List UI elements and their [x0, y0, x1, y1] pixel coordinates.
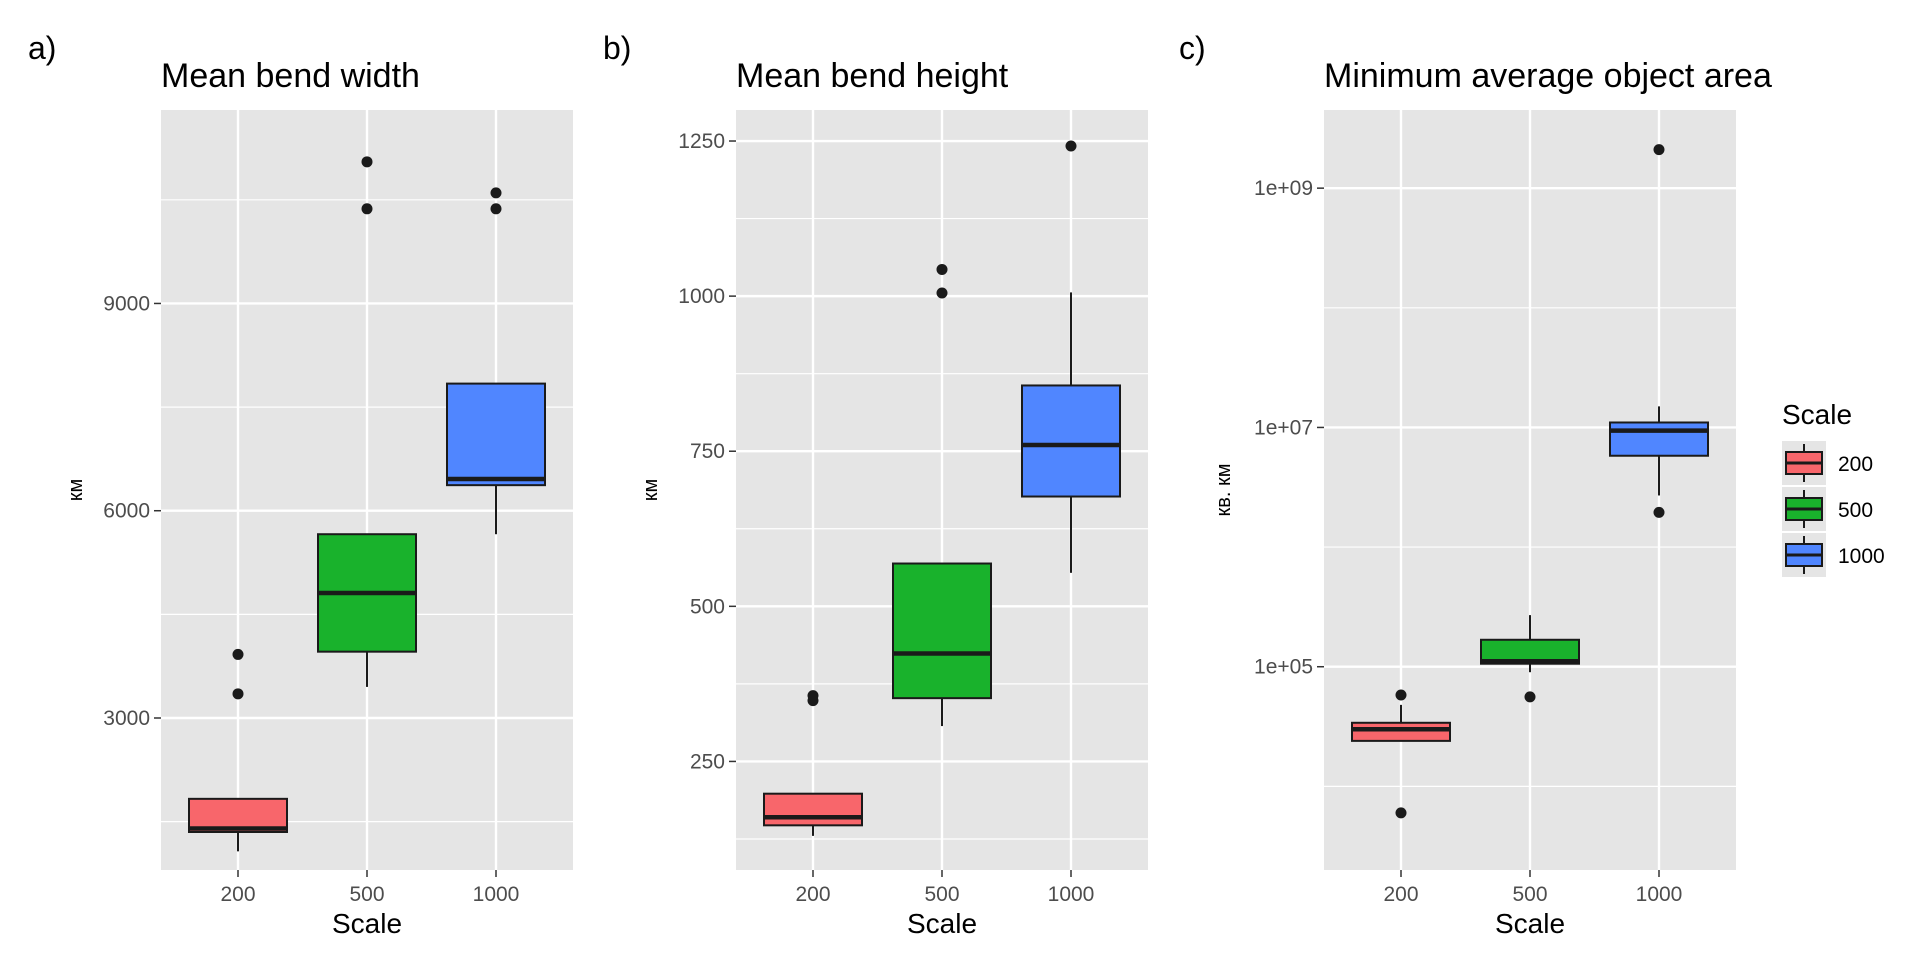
chart-title: Minimum average object area — [1324, 57, 1772, 95]
boxes — [1351, 144, 1709, 819]
x-tick-label: 500 — [924, 883, 959, 906]
panel-tag: a) — [28, 30, 56, 66]
outlier-point — [490, 187, 502, 199]
legend-label: 1000 — [1838, 545, 1885, 568]
boxes — [188, 156, 546, 852]
outlier-point — [1395, 807, 1407, 819]
chart-title: Mean bend width — [161, 57, 420, 95]
outlier-point — [232, 688, 244, 700]
box-200 — [1351, 689, 1451, 819]
box-500 — [317, 156, 417, 687]
outlier-point — [490, 203, 502, 215]
x-tick-label: 200 — [795, 883, 830, 906]
panel-tag: b) — [603, 30, 631, 66]
legend-title: Scale — [1782, 399, 1852, 430]
y-tick-label: 1e+05 — [1254, 656, 1313, 679]
box-500 — [1480, 615, 1580, 703]
panel-mean-bend-height: b) Mean bend height 250 500 750 1000 1250 200… — [603, 30, 1148, 939]
legend: Scale 200 500 1000 — [1782, 399, 1885, 577]
x-tick-label: 500 — [349, 883, 384, 906]
ticks: 1e+05 1e+07 1e+09 200 500 1000 — [1254, 177, 1682, 906]
box-iqr — [1480, 638, 1580, 665]
legend-item-200: 200 — [1782, 441, 1873, 485]
box-1000 — [1609, 144, 1709, 518]
panel-mean-bend-width: a) Mean bend width 3000 6000 9000 200 500 100… — [28, 30, 573, 939]
outlier-point — [1524, 691, 1536, 703]
box-iqr — [1609, 421, 1709, 457]
box-200 — [763, 690, 863, 836]
legend-label: 200 — [1838, 453, 1873, 476]
legend-item-500: 500 — [1782, 487, 1873, 531]
y-tick-label: 750 — [690, 440, 725, 463]
y-tick-label: 250 — [690, 750, 725, 773]
legend-label: 500 — [1838, 499, 1873, 522]
x-tick-label: 1000 — [473, 883, 520, 906]
x-tick-label: 1000 — [1048, 883, 1095, 906]
box-1000 — [1021, 140, 1121, 573]
y-tick-label: 1e+07 — [1254, 416, 1313, 439]
ticks: 3000 6000 9000 200 500 1000 — [103, 292, 519, 906]
legend-item-1000: 1000 — [1782, 533, 1885, 577]
y-tick-label: 1e+09 — [1254, 177, 1313, 200]
x-axis-title: Scale — [907, 908, 977, 939]
y-tick-label: 1250 — [678, 130, 725, 153]
legend-keys: 200 500 1000 — [1782, 441, 1885, 577]
x-tick-label: 200 — [220, 883, 255, 906]
y-tick-label: 9000 — [103, 292, 150, 315]
box-iqr — [1351, 721, 1451, 742]
x-tick-label: 500 — [1512, 883, 1547, 906]
y-axis-title: км — [640, 479, 662, 502]
y-tick-label: 1000 — [678, 285, 725, 308]
box-iqr — [1021, 384, 1121, 498]
panel-tag: c) — [1179, 30, 1206, 66]
outlier-point — [936, 287, 948, 299]
outlier-point — [1653, 506, 1665, 518]
outlier-point — [361, 203, 373, 215]
chart-title: Mean bend height — [736, 57, 1009, 95]
outlier-point — [936, 263, 948, 275]
y-axis-title: км — [65, 479, 87, 502]
box-500 — [892, 263, 992, 727]
box-iqr — [892, 562, 992, 700]
box-1000 — [446, 187, 546, 535]
grid — [736, 110, 1148, 870]
y-tick-label: 3000 — [103, 707, 150, 730]
boxes — [763, 140, 1121, 836]
outlier-point — [232, 648, 244, 660]
outlier-point — [361, 156, 373, 168]
box-iqr — [763, 792, 863, 827]
panel-minimum-average-object-area: c) Minimum average object area 1e+051e+0… — [1179, 30, 1772, 939]
x-tick-label: 200 — [1383, 883, 1418, 906]
outlier-point — [1065, 140, 1077, 152]
y-tick-label: 6000 — [103, 500, 150, 523]
ticks: 250 500 750 1000 1250 200 500 1000 — [678, 130, 1094, 906]
outlier-point — [1653, 144, 1665, 156]
box-iqr — [446, 382, 546, 487]
outlier-point — [807, 690, 819, 702]
y-tick-label: 500 — [690, 595, 725, 618]
outlier-point — [1395, 689, 1407, 701]
x-tick-label: 1000 — [1636, 883, 1683, 906]
box-200 — [188, 648, 288, 852]
x-axis-title: Scale — [332, 908, 402, 939]
y-axis-title: кв. км — [1213, 464, 1235, 517]
x-axis-title: Scale — [1495, 908, 1565, 939]
